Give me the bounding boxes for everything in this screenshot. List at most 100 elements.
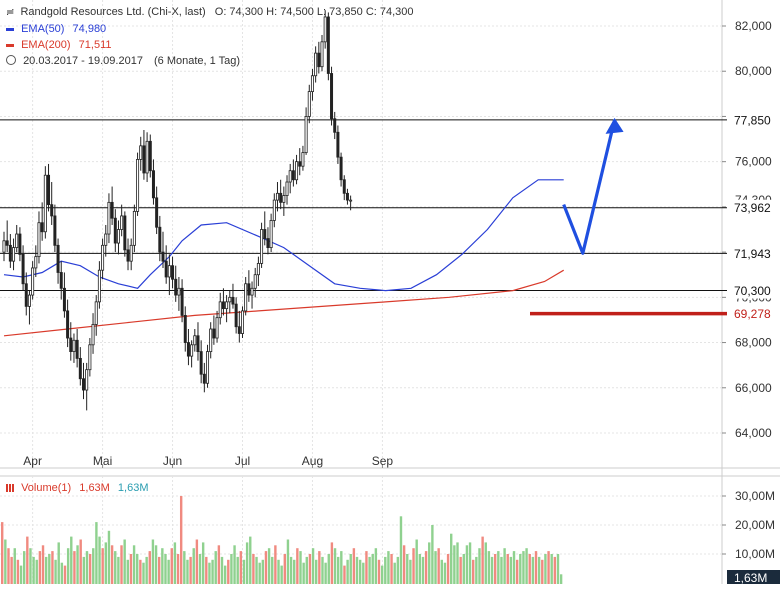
- volume-bar: [553, 556, 557, 584]
- volume-bar: [10, 556, 13, 584]
- candle-body: [298, 161, 302, 167]
- candlestick: [206, 344, 210, 388]
- volume-bar: [136, 554, 139, 584]
- candlestick: [288, 163, 292, 194]
- candlestick: [155, 186, 159, 235]
- candlestick: [151, 159, 155, 205]
- volume-bar: [170, 548, 173, 584]
- candle-body: [85, 369, 89, 391]
- level-badge-bg: [727, 199, 780, 216]
- volume-bar: [158, 556, 161, 584]
- candle-body: [129, 244, 133, 262]
- candlestick: [12, 238, 16, 271]
- candle-body: [158, 226, 162, 253]
- candlestick: [21, 245, 25, 291]
- ohlc-readout: O: 74,300 H: 74,500 L: 73,850 C: 74,300: [214, 6, 414, 18]
- candle-body: [253, 274, 257, 289]
- candle-body: [24, 283, 28, 307]
- volume-tick-label: 20,00M: [735, 518, 775, 532]
- volume-bar: [198, 554, 202, 584]
- volume-bar: [249, 536, 252, 584]
- candle-body: [291, 170, 295, 181]
- candlestick: [349, 195, 353, 211]
- candlestick: [231, 283, 235, 309]
- y-tick-label: 80,000: [735, 64, 772, 78]
- candlestick: [53, 204, 57, 253]
- volume-bar: [484, 542, 487, 584]
- candlestick: [253, 267, 257, 298]
- candlestick: [221, 288, 225, 316]
- volume-bar: [424, 551, 428, 584]
- candle-body: [155, 197, 159, 228]
- volume-bar: [274, 545, 277, 584]
- candle-body: [307, 91, 311, 117]
- candle-body: [53, 215, 57, 246]
- candle-body: [167, 265, 171, 278]
- volume-bar: [415, 539, 418, 584]
- volume-bar: [145, 556, 148, 584]
- candlestick: [174, 265, 178, 302]
- volume-bar: [355, 556, 359, 584]
- candle-body: [199, 351, 203, 375]
- candlestick: [190, 340, 194, 368]
- volume-bar: [54, 559, 57, 584]
- candlestick: [202, 362, 206, 393]
- candlestick: [298, 148, 302, 176]
- candle-body: [295, 161, 299, 181]
- candle-body: [88, 344, 92, 371]
- volume-bar: [38, 551, 42, 584]
- volume-bar: [321, 556, 324, 584]
- volume-bar: [107, 530, 111, 584]
- volume-bar: [475, 556, 478, 584]
- volume-bar: [223, 565, 227, 584]
- candle-body: [330, 73, 334, 120]
- volume-bar: [421, 556, 425, 584]
- volume-bar: [440, 559, 443, 584]
- volume-bar: [318, 551, 321, 584]
- candle-body: [47, 174, 51, 206]
- volume-bar: [239, 551, 243, 584]
- volume-last-badge-text: 1,63M: [734, 571, 767, 584]
- candlestick: [301, 145, 305, 171]
- volume-bar: [409, 559, 412, 584]
- candlestick: [279, 179, 283, 210]
- candle-body: [202, 373, 206, 384]
- volume-bar: [245, 542, 249, 584]
- volume-bar: [151, 539, 155, 584]
- candle-body: [40, 222, 44, 233]
- candlestick: [97, 261, 101, 309]
- volume-bar: [258, 562, 261, 584]
- candle-body: [288, 170, 292, 183]
- volume-bar: [148, 551, 151, 584]
- instrument-name: Randgold Resources Ltd. (Chi-X, last): [20, 6, 206, 18]
- candle-body: [320, 41, 324, 68]
- volume-bar: [465, 545, 469, 584]
- y-tick-label: 64,000: [735, 426, 772, 440]
- volume-bar: [167, 559, 170, 584]
- candlestick: [15, 224, 19, 253]
- volume-bar: [358, 559, 362, 584]
- volume-bar: [462, 554, 465, 584]
- volume-bar: [13, 548, 16, 584]
- candlestick: [75, 328, 79, 368]
- volume-bar: [22, 551, 26, 584]
- candlestick: [43, 166, 47, 239]
- candle-body: [342, 179, 346, 194]
- candle-body: [234, 303, 238, 328]
- candlestick: [272, 193, 276, 228]
- period-detail: (6 Monate, 1 Tag): [154, 55, 241, 67]
- volume-bar: [117, 556, 120, 584]
- candlestick: [69, 322, 73, 361]
- volume-bar: [16, 559, 20, 584]
- volume-tick-label: 10,00M: [735, 547, 775, 561]
- volume-bar: [293, 559, 296, 584]
- volume-bar: [173, 542, 177, 584]
- x-tick-label: Sep: [372, 454, 394, 468]
- candlestick: [120, 204, 124, 237]
- volume-bar: [73, 551, 76, 584]
- candlestick: [94, 295, 98, 336]
- volume-bar: [346, 559, 349, 584]
- candle-body: [304, 116, 308, 154]
- candlestick: [59, 261, 63, 300]
